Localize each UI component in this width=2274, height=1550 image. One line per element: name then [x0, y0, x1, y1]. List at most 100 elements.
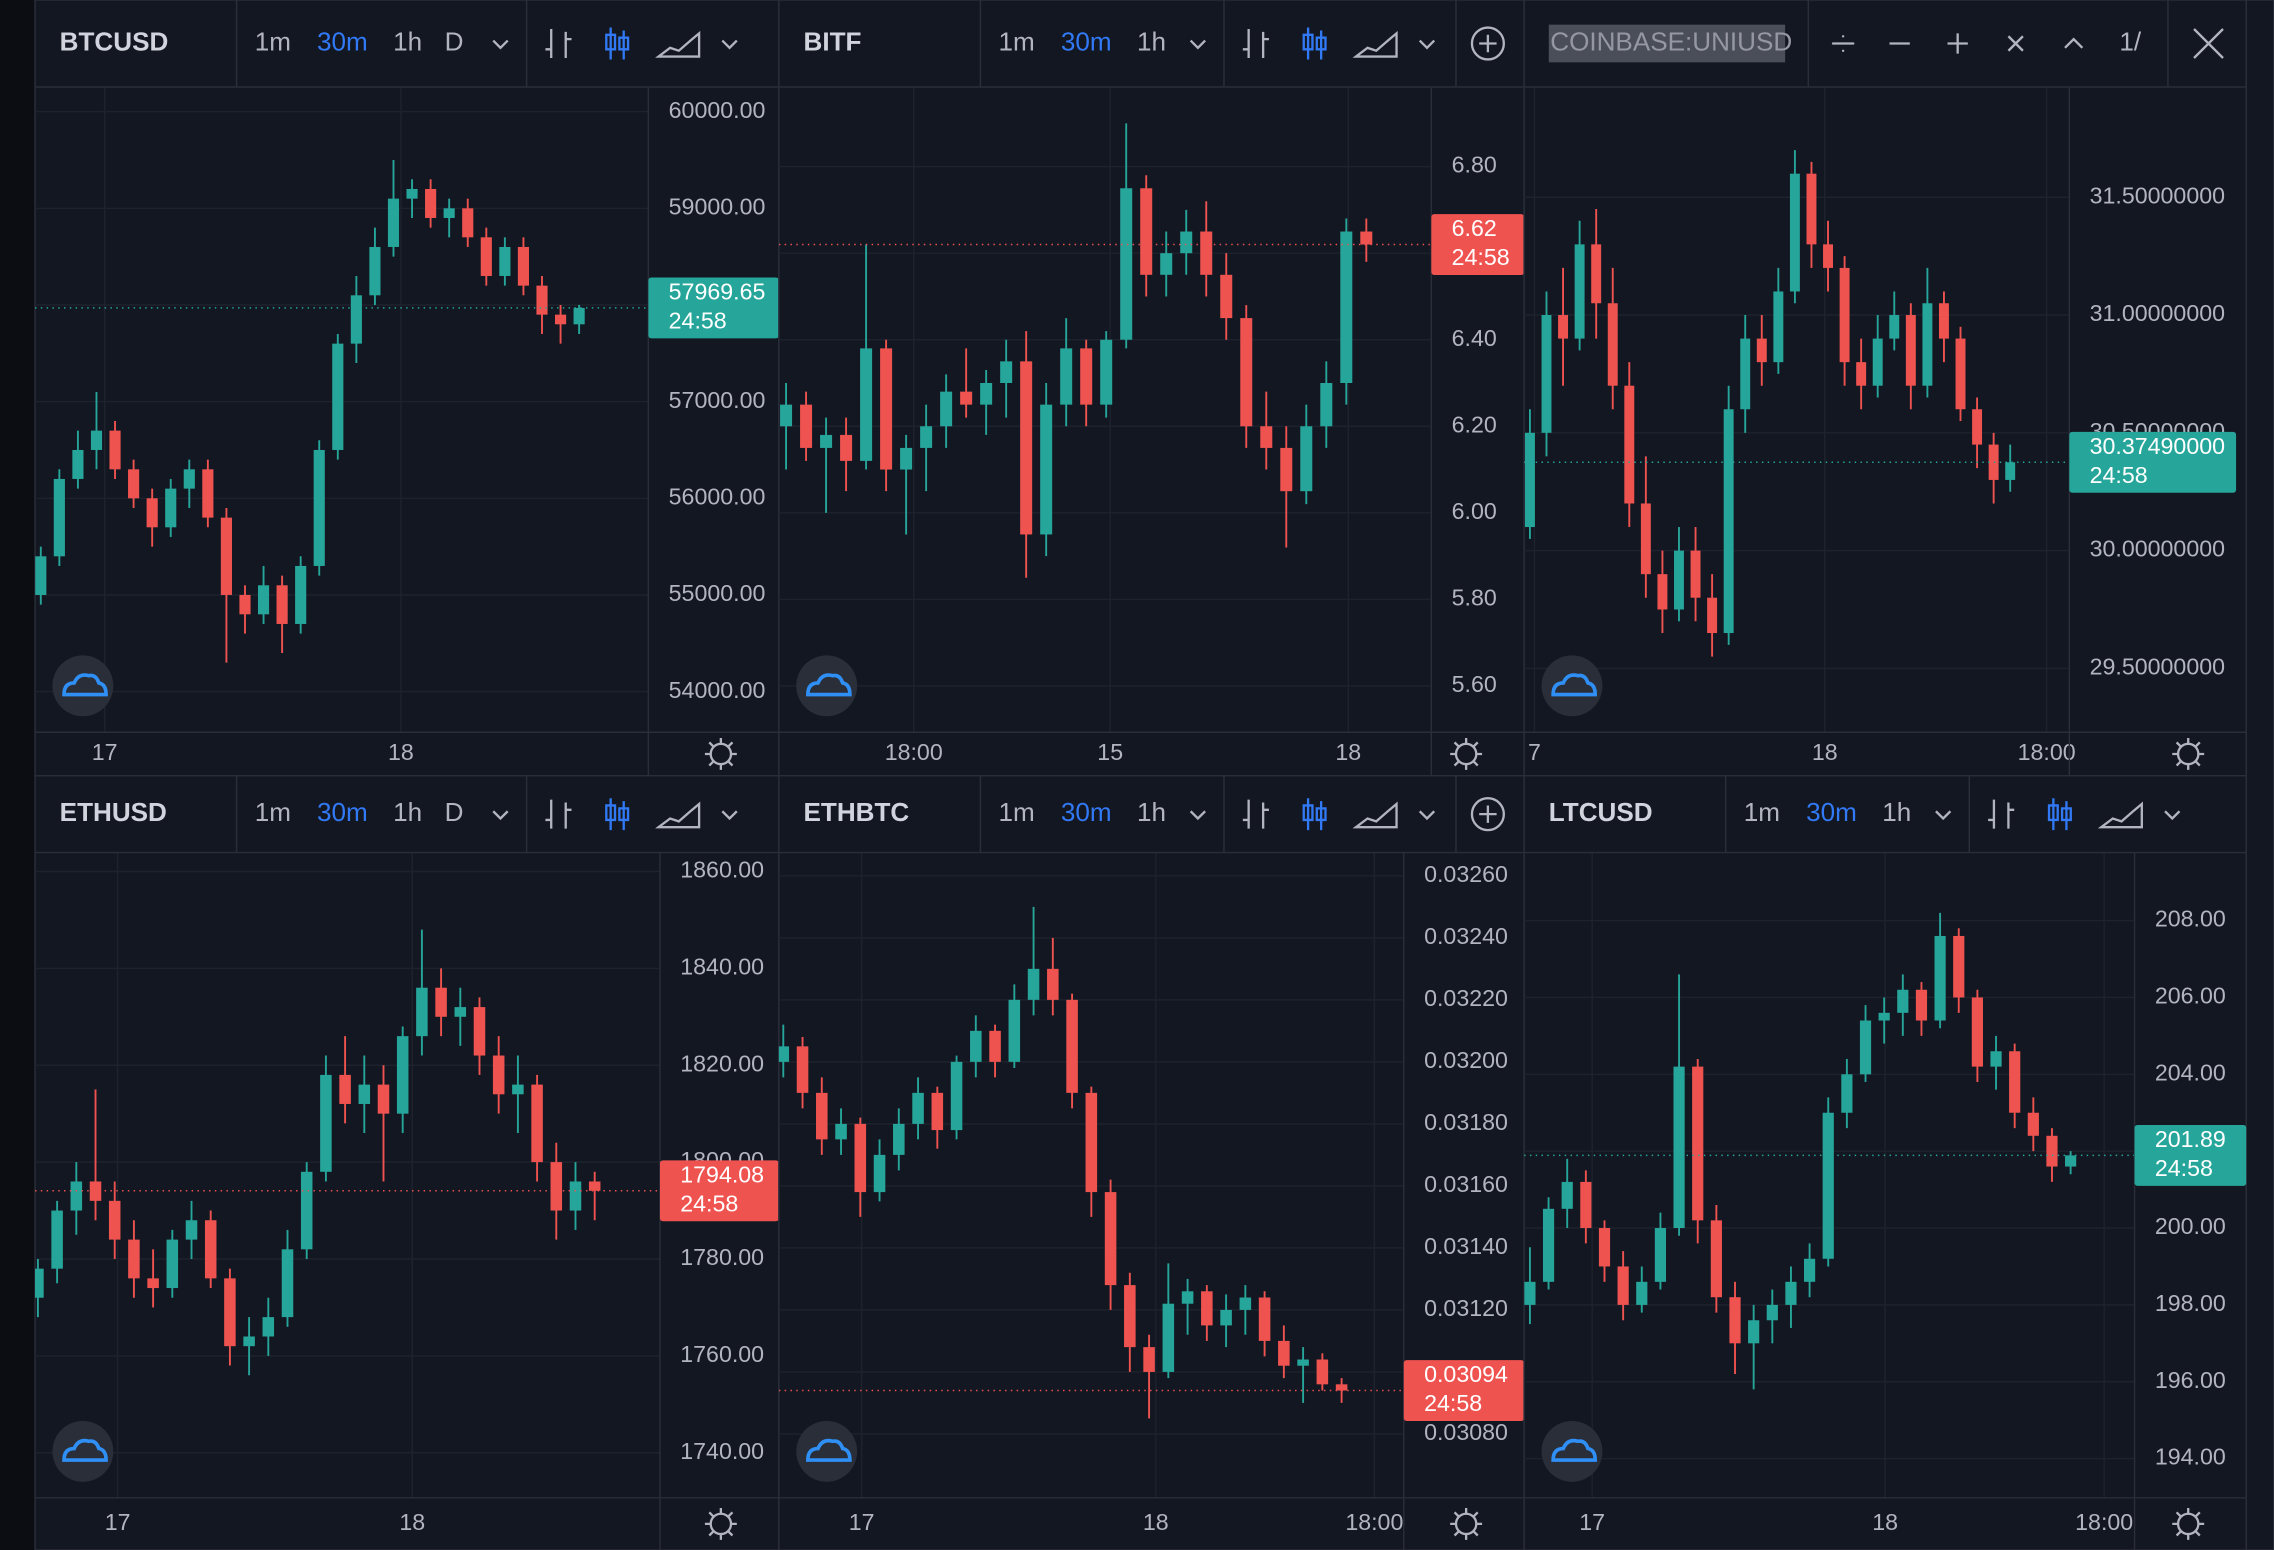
interval-button[interactable]: 1m [255, 26, 291, 56]
settings-icon [2172, 738, 2205, 770]
dropdown-button[interactable] [1418, 810, 1436, 821]
candle-body [1124, 1285, 1136, 1348]
symbol-name[interactable]: BITF [804, 26, 862, 56]
candle-body [1707, 597, 1718, 634]
candle-body [2046, 1135, 2058, 1167]
interval-button[interactable]: 30m [1061, 797, 1112, 827]
x-tick-label: 18 [399, 1509, 425, 1535]
panel-background [34, 0, 780, 777]
interval-button[interactable]: 30m [1806, 797, 1857, 827]
candle-body [147, 1278, 159, 1289]
y-tick-label: 0.03080 [1424, 1419, 1508, 1445]
candles-style-button[interactable] [1302, 27, 1327, 60]
candle-body [1340, 231, 1353, 383]
candle-body [840, 434, 853, 461]
panel-background [34, 775, 780, 1550]
x-tick-label: 15 [1097, 739, 1123, 765]
interval-button[interactable]: 1m [255, 797, 291, 827]
candle-body [166, 1239, 179, 1289]
candles-style-button[interactable] [605, 798, 630, 831]
symbol-name[interactable]: COINBASE:UNIUSD [1550, 26, 1792, 56]
dropdown-button[interactable] [492, 39, 509, 50]
symbol-name[interactable]: ETHBTC [804, 797, 910, 827]
dropdown-button[interactable] [1189, 810, 1206, 821]
logo-icon [806, 1438, 852, 1462]
candle-body [473, 1007, 486, 1056]
interval-button[interactable]: 1h [1137, 797, 1166, 827]
add-symbol-button[interactable] [1470, 26, 1505, 61]
interval-button[interactable]: D [445, 26, 464, 56]
candle-body [492, 1055, 505, 1095]
multiply-button[interactable] [2007, 35, 2024, 52]
dropdown-button[interactable] [2164, 810, 2181, 821]
interval-button[interactable]: 1h [393, 797, 422, 827]
divide-button[interactable] [1831, 35, 1855, 53]
candles-style-button[interactable] [1302, 798, 1327, 831]
candle-body [1104, 1192, 1117, 1286]
bars-style-button[interactable] [1988, 799, 2015, 829]
interval-button[interactable]: 1h [1137, 26, 1166, 56]
candle-body [339, 1074, 351, 1104]
bars-style-button[interactable] [545, 28, 572, 58]
bars-style-button[interactable] [1242, 799, 1269, 829]
candle-body [1971, 997, 1983, 1067]
dropdown-button[interactable] [1935, 810, 1952, 821]
add-symbol-button[interactable] [1470, 797, 1505, 832]
logo-icon [62, 1438, 108, 1462]
plot-area [1524, 852, 2135, 1498]
candle-body [1773, 291, 1784, 363]
interval-button[interactable]: D [445, 797, 464, 827]
caret-button[interactable] [2064, 37, 2084, 49]
interval-button[interactable]: 1h [393, 26, 422, 56]
interval-button[interactable]: 1m [999, 797, 1035, 827]
dropdown-button[interactable] [1418, 39, 1436, 50]
bars-style-button[interactable] [545, 799, 572, 829]
area-style-button[interactable] [655, 30, 701, 58]
candle-body [1320, 382, 1333, 427]
candle-body [1580, 1181, 1592, 1229]
page-indicator[interactable]: 1/ [2119, 26, 2142, 56]
area-style-button[interactable] [1352, 801, 1398, 829]
dropdown-button[interactable] [721, 810, 738, 821]
candle-body [778, 1046, 790, 1062]
candle-body [1160, 253, 1173, 275]
candle-body [860, 348, 873, 461]
candle-body [1140, 188, 1153, 275]
interval-button[interactable]: 30m [317, 26, 368, 56]
candle-body [1181, 1291, 1194, 1304]
last-price-label: 6.62 [1452, 215, 1497, 241]
candle-body [931, 1092, 944, 1131]
plus-button[interactable] [1947, 33, 1968, 54]
interval-button[interactable]: 30m [1061, 26, 1112, 56]
y-tick-label: 206.00 [2155, 983, 2226, 1009]
dropdown-button[interactable] [721, 39, 738, 50]
candle-body [1822, 1112, 1834, 1259]
candle-body [1524, 432, 1535, 528]
candle-body [350, 295, 362, 344]
interval-button[interactable]: 1m [1744, 797, 1780, 827]
bars-style-button[interactable] [1242, 28, 1269, 58]
dropdown-button[interactable] [492, 810, 509, 821]
area-style-button[interactable] [2097, 801, 2143, 829]
candle-body [183, 469, 195, 489]
symbol-name[interactable]: BTCUSD [60, 26, 169, 56]
symbol-name[interactable]: LTCUSD [1549, 797, 1653, 827]
candle-body [1066, 999, 1078, 1093]
last-price-badge [2069, 431, 2237, 493]
dropdown-button[interactable] [1189, 39, 1206, 50]
interval-button[interactable]: 30m [317, 797, 368, 827]
symbol-name[interactable]: ETHUSD [60, 797, 167, 827]
area-style-button[interactable] [655, 801, 701, 829]
close-button[interactable] [2193, 28, 2224, 59]
last-price-label: 57969.65 [669, 279, 766, 305]
candles-style-button[interactable] [605, 27, 630, 60]
interval-button[interactable]: 1m [999, 26, 1035, 56]
candle-body [185, 1220, 198, 1240]
interval-button[interactable]: 1h [1882, 797, 1911, 827]
candle-body [89, 1181, 102, 1201]
candles-style-button[interactable] [2047, 798, 2072, 831]
candle-body [1766, 1304, 1778, 1321]
area-style-button[interactable] [1352, 30, 1398, 58]
candle-body [912, 1092, 924, 1124]
y-tick-label: 0.03220 [1424, 985, 1508, 1011]
